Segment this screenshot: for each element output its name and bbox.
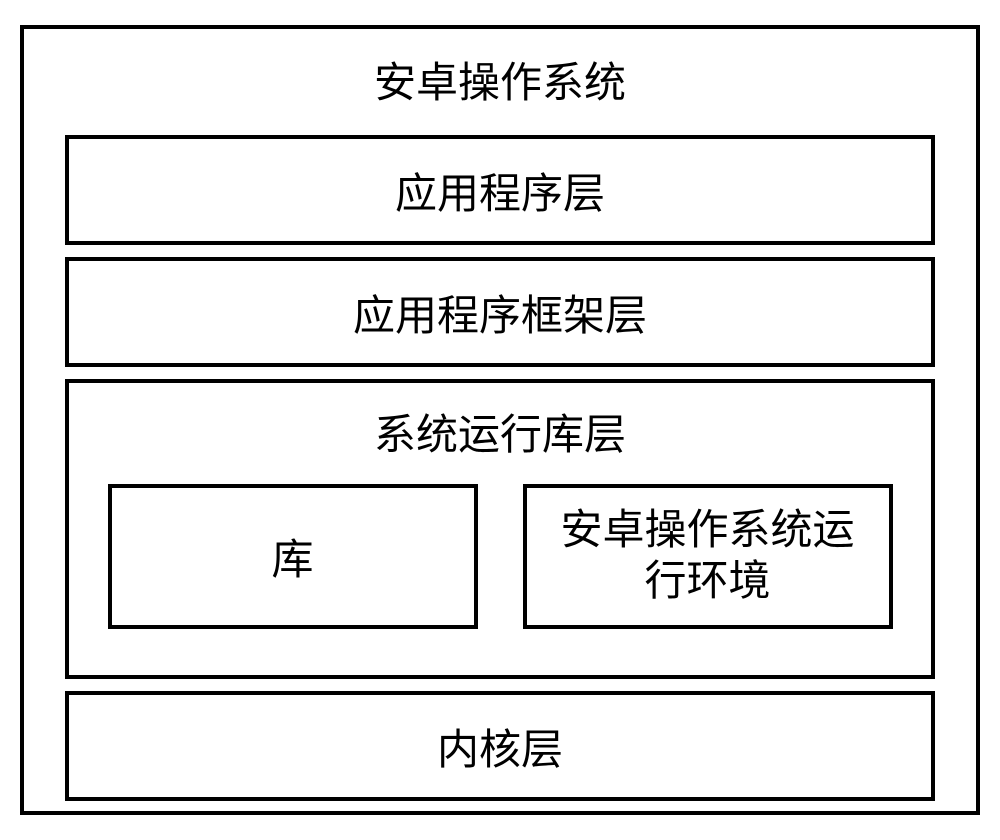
diagram-title: 安卓操作系统 <box>374 49 626 110</box>
runtime-sub-boxes-row: 库 安卓操作系统运行环境 <box>108 484 893 629</box>
layer-runtime: 系统运行库层 库 安卓操作系统运行环境 <box>65 379 935 679</box>
layer-framework-label: 应用程序框架层 <box>353 282 647 343</box>
sub-box-android-runtime-label: 安卓操作系统运行环境 <box>545 506 871 607</box>
layer-kernel-label: 内核层 <box>437 716 563 777</box>
sub-box-library: 库 <box>108 484 478 629</box>
outer-container: 安卓操作系统 应用程序层 应用程序框架层 系统运行库层 库 安卓操作系统运行环境… <box>20 25 980 815</box>
layers-wrapper: 应用程序层 应用程序框架层 系统运行库层 库 安卓操作系统运行环境 内核层 <box>65 135 935 801</box>
layer-application-label: 应用程序层 <box>395 160 605 221</box>
sub-box-library-label: 库 <box>271 526 313 587</box>
layer-framework: 应用程序框架层 <box>65 257 935 367</box>
layer-application: 应用程序层 <box>65 135 935 245</box>
sub-box-android-runtime: 安卓操作系统运行环境 <box>523 484 893 629</box>
layer-kernel: 内核层 <box>65 691 935 801</box>
layer-runtime-label: 系统运行库层 <box>374 401 626 462</box>
